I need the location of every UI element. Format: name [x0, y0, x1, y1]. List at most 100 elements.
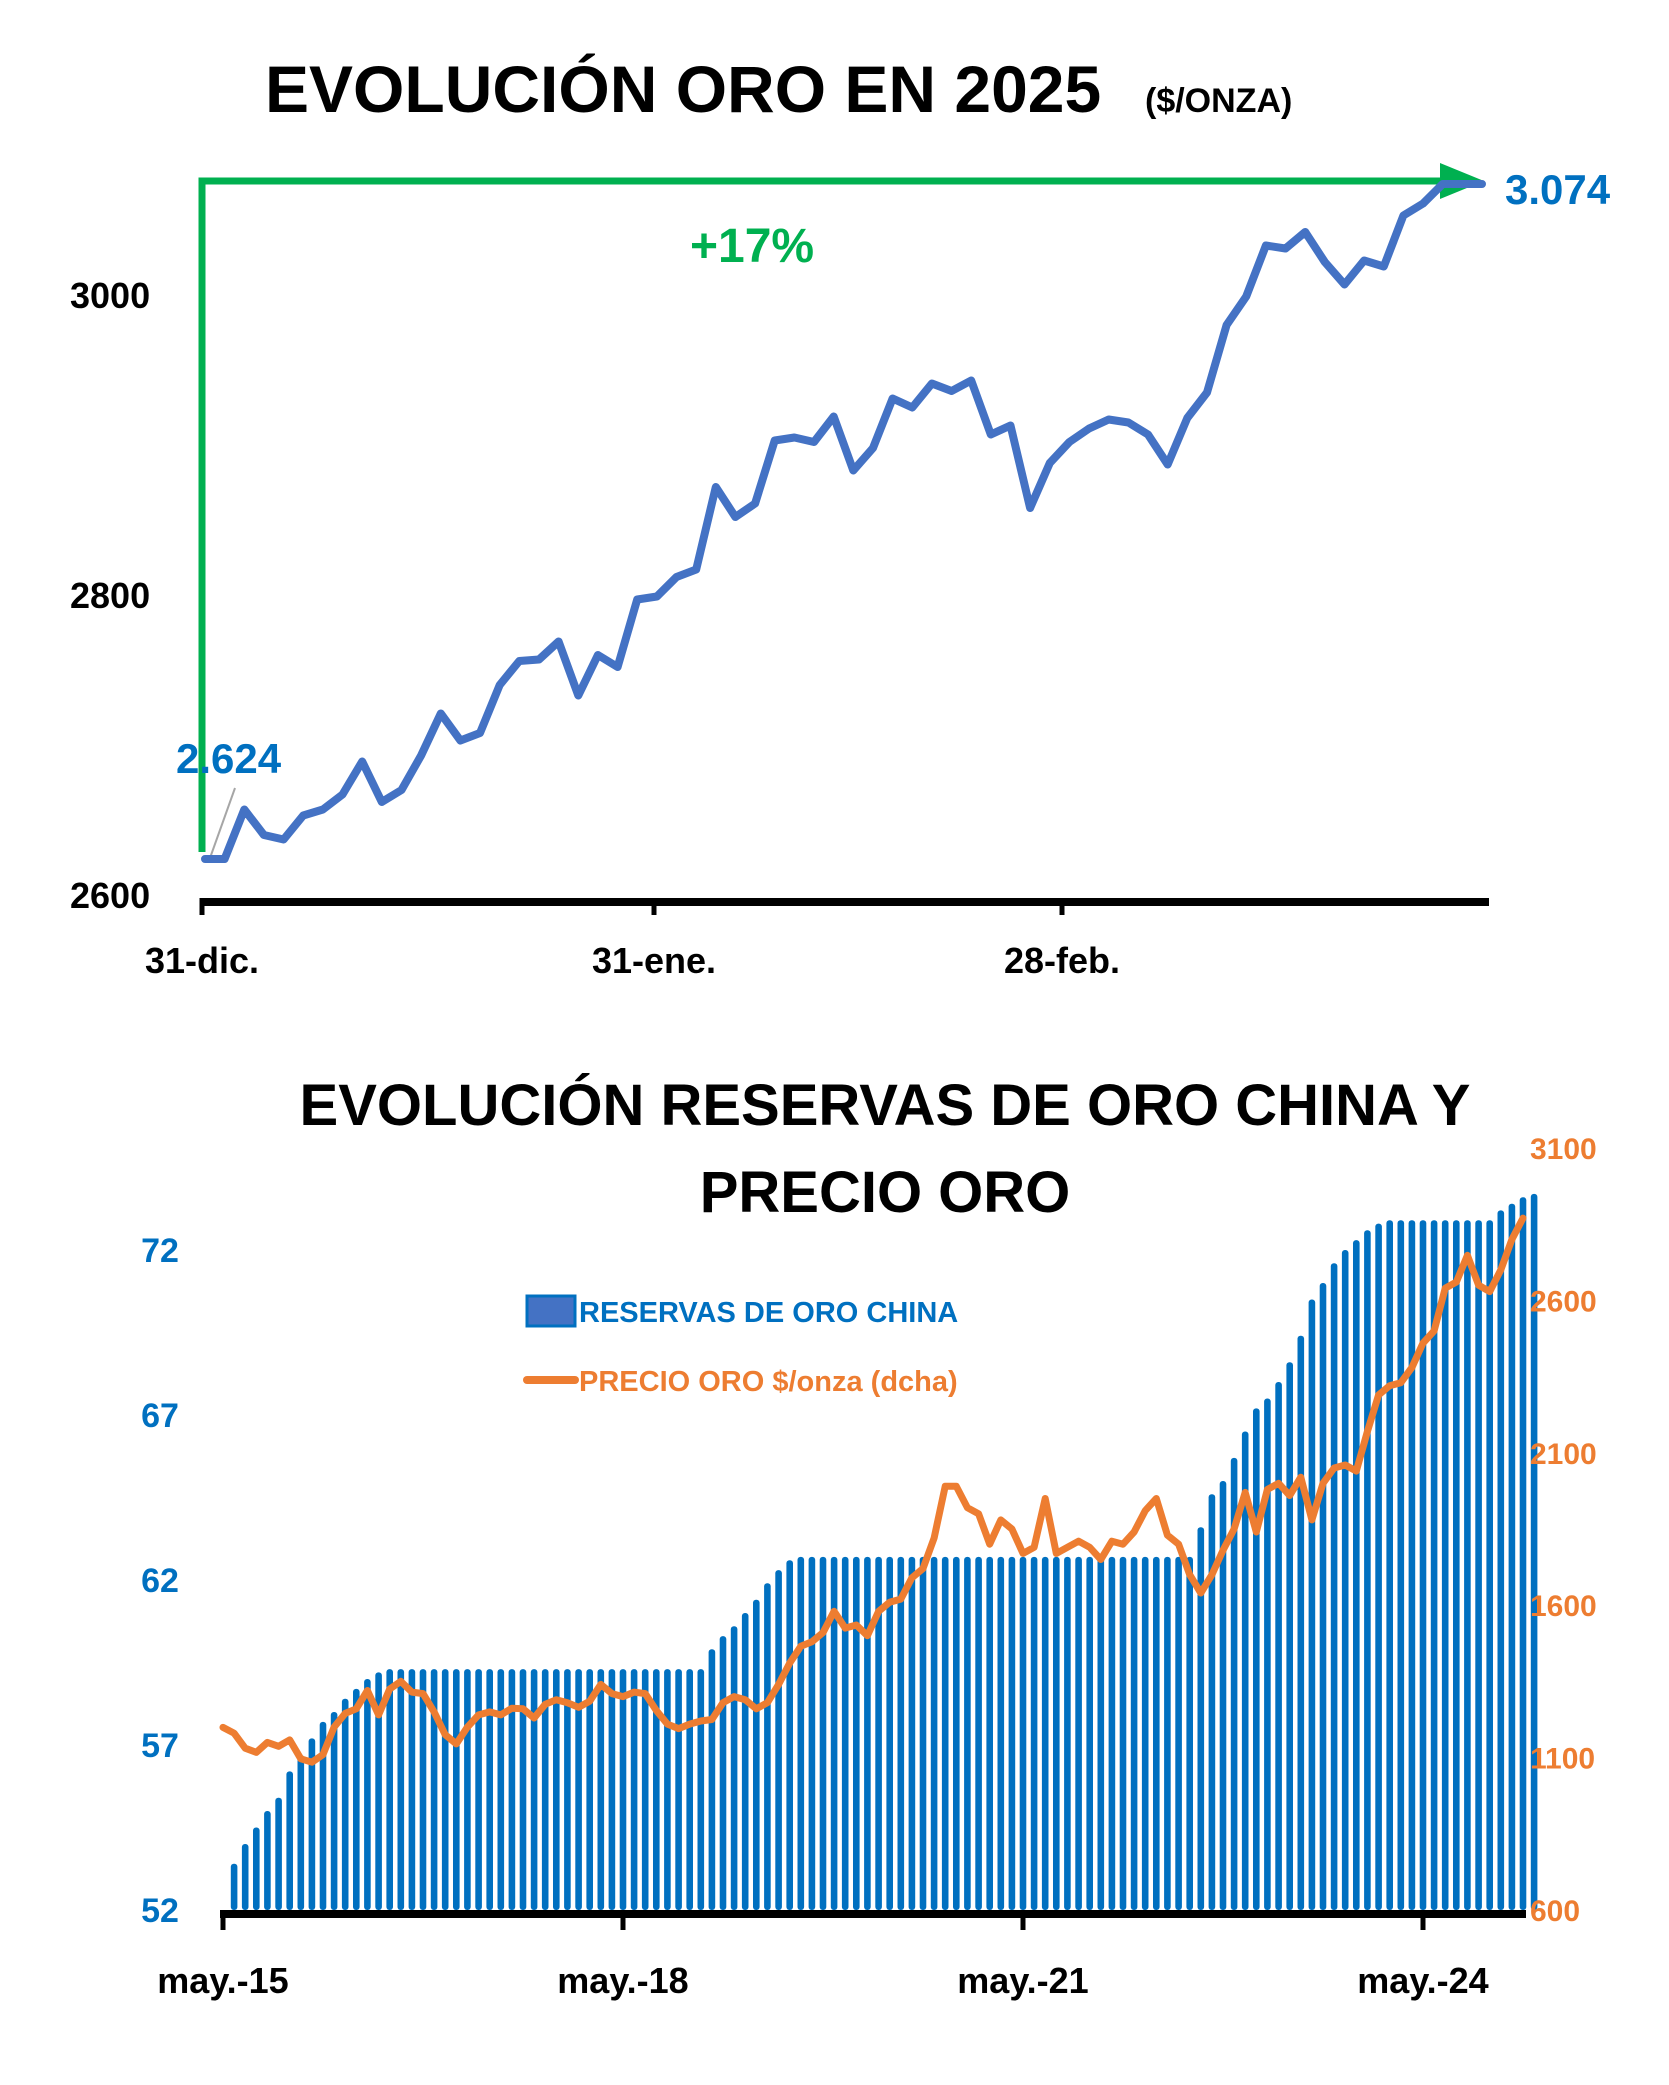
price-line-series [219, 1214, 1527, 1766]
chart1-y-axis: 2600 2800 3000 [70, 275, 150, 916]
reserves-bar [608, 1669, 616, 1910]
reserves-bar [1230, 1457, 1238, 1910]
end-value-label: 3.074 [1505, 166, 1611, 213]
reserves-bar [575, 1669, 582, 1910]
reserves-bar [1375, 1223, 1382, 1910]
reserves-bar [797, 1556, 805, 1910]
reserves-bar [664, 1669, 671, 1910]
y-tick-label: 2600 [70, 875, 150, 916]
legend-swatch-reserves [525, 1294, 577, 1328]
reserves-bar [1208, 1494, 1216, 1910]
chart1-title: EVOLUCIÓN ORO EN 2025 [265, 52, 1101, 126]
reserves-bar [1164, 1556, 1171, 1910]
change-arrow [198, 163, 1484, 852]
chart2-legend: RESERVAS DE ORO CHINA PRECIO ORO $/onza … [523, 1294, 958, 1398]
reserves-bar [764, 1583, 771, 1910]
start-value-label: 2.624 [176, 735, 282, 782]
reserves-bar [653, 1669, 660, 1910]
y-right-tick-label: 600 [1530, 1895, 1580, 1928]
reserves-bar [1486, 1220, 1493, 1910]
reserves-bar [1041, 1556, 1049, 1910]
reserves-bar [908, 1556, 916, 1910]
reserves-bar [686, 1669, 693, 1910]
y-tick-label: 3000 [70, 275, 150, 316]
reserves-bar [1530, 1193, 1538, 1910]
reserves-bar [1197, 1527, 1205, 1910]
legend-label-price: PRECIO ORO $/onza (dcha) [579, 1366, 958, 1398]
y-left-tick-label: 62 [141, 1562, 179, 1600]
reserves-bar [597, 1669, 605, 1910]
reserves-bar [1186, 1556, 1193, 1910]
reserves-bar [1386, 1220, 1393, 1910]
reserves-bar [341, 1698, 349, 1910]
x-tick-label: may.-24 [1357, 1960, 1488, 2001]
reserves-bar [1075, 1556, 1082, 1910]
reserves-bar [1097, 1556, 1105, 1910]
reserves-bar [275, 1797, 282, 1910]
reserves-bar [886, 1556, 893, 1910]
reserves-bar [1341, 1250, 1349, 1910]
reserves-bar [619, 1669, 627, 1910]
reserves-bar [853, 1556, 860, 1910]
reserves-bar [1297, 1335, 1305, 1910]
reserves-bar [1419, 1220, 1427, 1910]
reserves-bar [1119, 1556, 1127, 1910]
reserves-bar [841, 1556, 849, 1910]
reserves-bar [441, 1669, 449, 1910]
chart2-title-line1: EVOLUCIÓN RESERVAS DE ORO CHINA Y [300, 1073, 1471, 1138]
reserves-bar [1275, 1382, 1282, 1910]
reserves-bar [730, 1626, 738, 1910]
reserves-bar [808, 1556, 816, 1910]
chart1-series [201, 180, 1486, 863]
reserves-bar [397, 1669, 405, 1910]
reserves-bar [364, 1679, 371, 1910]
reserves-bar [997, 1556, 1005, 1910]
reserves-bar [786, 1560, 793, 1910]
reserves-bar [675, 1669, 682, 1910]
reserves-bar [541, 1669, 549, 1910]
reserves-bar [1497, 1210, 1505, 1910]
reserves-bar [475, 1669, 482, 1910]
reserves-bar [1108, 1556, 1116, 1910]
reserves-bar [1441, 1220, 1449, 1910]
reserves-bar [864, 1556, 871, 1910]
y-left-tick-label: 67 [141, 1397, 179, 1435]
reserves-bar [319, 1721, 327, 1910]
chart-gold-2025: EVOLUCIÓN ORO EN 2025 ($/ONZA) 2600 2800 3… [70, 52, 1611, 981]
reserves-bar [753, 1599, 760, 1910]
reserves-bar [1430, 1220, 1438, 1910]
y-right-tick-label: 2100 [1530, 1438, 1597, 1471]
reserves-bar [253, 1827, 260, 1910]
reserves-bar [986, 1556, 993, 1910]
reserves-bar [1064, 1556, 1071, 1910]
reserves-bar [430, 1669, 438, 1910]
x-tick-label: 31-dic. [145, 940, 259, 981]
reserves-bar [1086, 1556, 1093, 1910]
reserves-bar [1508, 1203, 1516, 1910]
reserves-bar [975, 1556, 982, 1910]
reserves-bar [564, 1669, 571, 1910]
reserves-bar [353, 1688, 360, 1910]
reserves-bar [1453, 1220, 1460, 1910]
reserves-bar [1141, 1556, 1149, 1910]
y-right-tick-label: 1600 [1530, 1590, 1597, 1623]
reserves-bar [919, 1556, 927, 1910]
reserves-bar [308, 1738, 316, 1910]
y-left-tick-label: 52 [141, 1892, 179, 1930]
reserves-bar [508, 1669, 516, 1910]
reserves-bar [530, 1669, 538, 1910]
start-label-leader [209, 787, 236, 859]
reserves-bar [641, 1669, 649, 1910]
reserves-bar [241, 1844, 249, 1910]
y-left-tick-label: 72 [141, 1232, 179, 1270]
reserves-bar [486, 1669, 493, 1910]
change-percent-label: +17% [690, 220, 814, 273]
y-right-tick-label: 3100 [1530, 1133, 1597, 1166]
reserves-bar [386, 1669, 393, 1910]
reserves-bar [775, 1570, 782, 1910]
reserves-bar [964, 1556, 971, 1910]
reserves-bar [1219, 1481, 1227, 1910]
reserves-bar [1008, 1556, 1016, 1910]
reserves-bar [1253, 1408, 1260, 1910]
